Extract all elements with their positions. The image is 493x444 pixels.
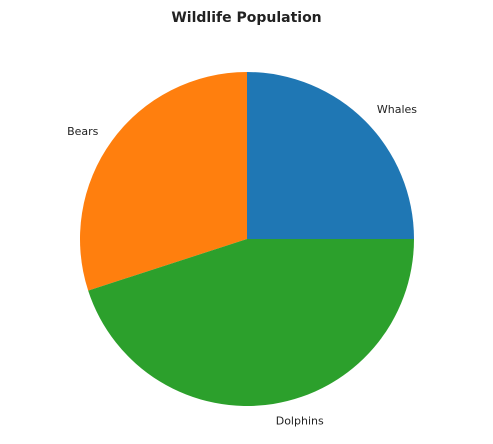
pie-slice-dolphins — [88, 239, 415, 407]
pie-slices — [79, 72, 415, 407]
pie-labels: Whales Bears Dolphins — [67, 103, 417, 427]
chart-title: Wildlife Population — [171, 10, 321, 26]
slice-label-whales: Whales — [377, 103, 417, 116]
pie-slice-bears — [79, 72, 247, 291]
pie-slice-whales — [247, 72, 414, 239]
slice-label-bears: Bears — [67, 125, 99, 138]
slice-label-dolphins: Dolphins — [276, 414, 324, 427]
